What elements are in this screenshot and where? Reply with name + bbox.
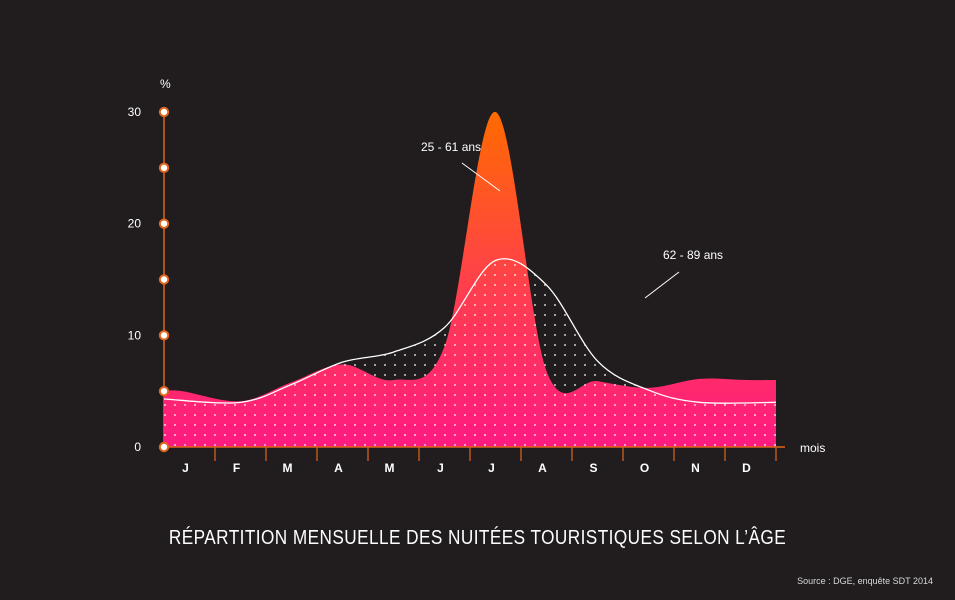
y-axis-marker bbox=[158, 218, 170, 229]
series-62-89-dots-overlay bbox=[164, 258, 776, 447]
y-axis-marker bbox=[158, 441, 170, 453]
month-label: M bbox=[385, 461, 395, 475]
y-axis-markers bbox=[158, 106, 170, 453]
month-label: D bbox=[742, 461, 751, 475]
month-label: A bbox=[334, 461, 343, 475]
source-note: Source : DGE, enquête SDT 2014 bbox=[797, 576, 933, 586]
x-axis-ticks bbox=[214, 447, 777, 461]
month-label: F bbox=[233, 461, 240, 475]
annotation-25-61-leader bbox=[461, 162, 501, 192]
y-axis-marker bbox=[158, 162, 170, 174]
chart-title: RÉPARTITION MENSUELLE DES NUITÉES TOURIS… bbox=[168, 527, 787, 549]
series-25-61-area bbox=[164, 111, 776, 448]
y-axis-marker bbox=[158, 274, 170, 285]
month-label: J bbox=[488, 461, 495, 475]
annotation-62-89: 62 - 89 ans bbox=[663, 248, 723, 262]
y-tick-label: 20 bbox=[128, 217, 142, 231]
month-label: J bbox=[182, 461, 189, 475]
y-axis-marker bbox=[158, 385, 170, 397]
y-axis-ticks: 0 10 20 30 bbox=[128, 105, 142, 454]
y-tick-label: 30 bbox=[128, 105, 142, 119]
x-axis-label: mois bbox=[800, 441, 825, 455]
month-label: N bbox=[691, 461, 700, 475]
month-label: M bbox=[283, 461, 293, 475]
y-tick-label: 10 bbox=[128, 328, 142, 342]
y-tick-label: 0 bbox=[134, 440, 141, 454]
month-label: O bbox=[640, 461, 649, 475]
y-axis-marker bbox=[158, 106, 170, 118]
y-axis-marker bbox=[158, 330, 170, 341]
annotation-62-89-leader bbox=[644, 271, 680, 299]
month-label: J bbox=[437, 461, 444, 475]
month-label: A bbox=[538, 461, 547, 475]
series-62-89-line bbox=[163, 258, 777, 404]
y-axis-unit: % bbox=[160, 77, 171, 91]
month-label: S bbox=[589, 461, 597, 475]
annotation-25-61: 25 - 61 ans bbox=[421, 140, 481, 154]
